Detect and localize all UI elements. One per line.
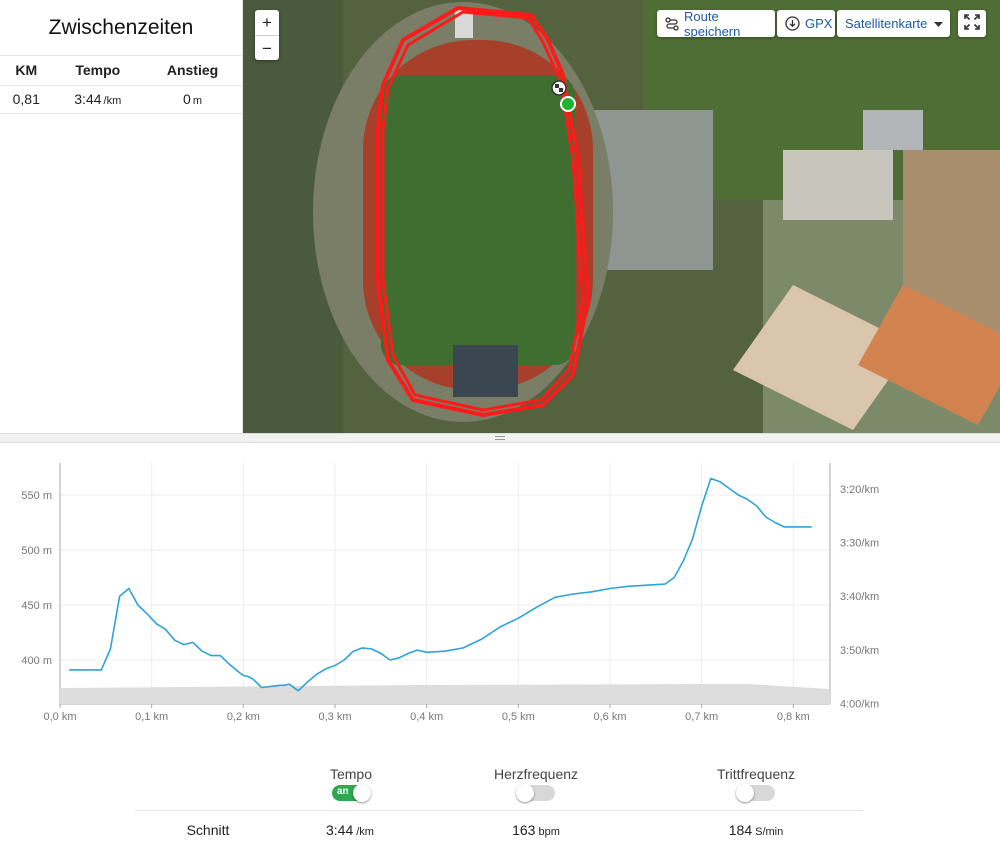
split-ascent-value: 0 [183, 91, 191, 107]
metric-heartrate: Herzfrequenz [456, 766, 616, 806]
metric-cadence-label: Trittfrequenz [716, 766, 796, 782]
splits-panel: Zwischenzeiten KM Tempo Anstieg 0,81 3:4… [0, 0, 243, 437]
average-heartrate: 163 bpm [486, 822, 586, 838]
start-marker-icon [560, 96, 576, 112]
map-imagery [243, 0, 1000, 433]
metric-tempo-label: Tempo [329, 766, 373, 782]
column-ascent: Anstieg [143, 56, 242, 86]
average-cadence-unit: S/min [755, 826, 784, 838]
save-route-button[interactable]: Route speichern [657, 8, 775, 39]
y-left-tick-label: 550 m [21, 490, 52, 502]
y-left-tick-label: 500 m [21, 545, 52, 557]
download-icon [785, 16, 800, 31]
split-ascent-unit: m [192, 95, 202, 107]
metric-tempo: Tempo an [271, 766, 431, 806]
caret-down-icon [934, 16, 944, 31]
average-cadence-value: 184 [728, 822, 753, 838]
y-left-tick-label: 450 m [21, 600, 52, 612]
y-right-tick-label: 3:50/km [840, 645, 879, 657]
y-right-tick-label: 4:00/km [840, 698, 879, 710]
save-route-label: Route speichern [684, 8, 741, 39]
checkered-flag-icon [551, 80, 567, 96]
average-pace: 3:44/km [300, 822, 400, 838]
zoom-out-button[interactable]: − [255, 35, 279, 60]
tempo-toggle-state: an [337, 786, 349, 797]
toggle-knob [516, 784, 534, 802]
column-km: KM [0, 56, 53, 86]
gpx-label: GPX [805, 16, 833, 31]
zoom-in-button[interactable]: + [262, 13, 272, 32]
toggle-knob [353, 784, 371, 802]
gpx-download-button[interactable]: GPX [777, 10, 835, 37]
splits-header-row: KM Tempo Anstieg [0, 56, 242, 86]
average-label: Schnitt [186, 822, 230, 838]
split-km: 0,81 [0, 85, 53, 114]
average-pace-value: 3:44 [326, 822, 354, 838]
y-right-tick-label: 3:20/km [840, 484, 879, 496]
series-line [69, 477, 812, 692]
x-tick-label: 0,4 km [410, 711, 443, 723]
y-right-tick-label: 3:30/km [840, 538, 879, 550]
heartrate-toggle[interactable] [516, 784, 555, 802]
satellite-map[interactable]: + − Route speichern GPX Satellitenkarte [243, 0, 1000, 433]
resize-handle[interactable] [0, 433, 1000, 443]
grip-icon [495, 436, 505, 440]
y-right-tick-label: 3:40/km [840, 591, 879, 603]
average-heartrate-value: 163 [512, 822, 536, 838]
split-pace: 3:44/km [52, 85, 144, 114]
toggle-knob [736, 784, 754, 802]
x-tick-label: 0,7 km [685, 711, 718, 723]
elevation-pace-chart[interactable]: 0,0 km 0,1 km 0,2 km 0,3 km 0,4 km 0,5 km 0,6 … [0, 448, 1000, 728]
average-cadence: 184 S/min [706, 822, 806, 838]
map-type-select[interactable]: Satellitenkarte [837, 10, 950, 37]
average-pace-unit: /km [356, 826, 374, 838]
metric-cadence: Trittfrequenz [676, 766, 836, 806]
x-tick-label: 0,0 km [43, 711, 76, 723]
cadence-toggle[interactable] [736, 784, 775, 802]
split-pace-unit: /km [103, 95, 122, 107]
zoom-control: + − [255, 10, 279, 60]
divider-line [135, 810, 863, 811]
x-tick-label: 0,8 km [777, 711, 810, 723]
lower-band-area [60, 684, 830, 704]
x-tick-label: 0,6 km [593, 711, 626, 723]
x-tick-label: 0,5 km [502, 711, 535, 723]
x-tick-label: 0,1 km [135, 711, 168, 723]
x-tick-label: 0,2 km [227, 711, 260, 723]
average-heartrate-unit: bpm [538, 826, 560, 838]
map-type-label: Satellitenkarte [845, 16, 928, 31]
metric-heartrate-label: Herzfrequenz [493, 766, 579, 782]
splits-title: Zwischenzeiten [0, 0, 242, 56]
column-pace: Tempo [52, 56, 144, 86]
fullscreen-button[interactable] [958, 10, 986, 37]
tempo-toggle[interactable]: an [332, 784, 371, 802]
y-left-tick-label: 400 m [21, 655, 52, 667]
split-pace-value: 3:44 [74, 91, 102, 107]
fullscreen-icon [964, 14, 980, 33]
x-tick-label: 0,3 km [318, 711, 351, 723]
route-icon [665, 16, 679, 31]
